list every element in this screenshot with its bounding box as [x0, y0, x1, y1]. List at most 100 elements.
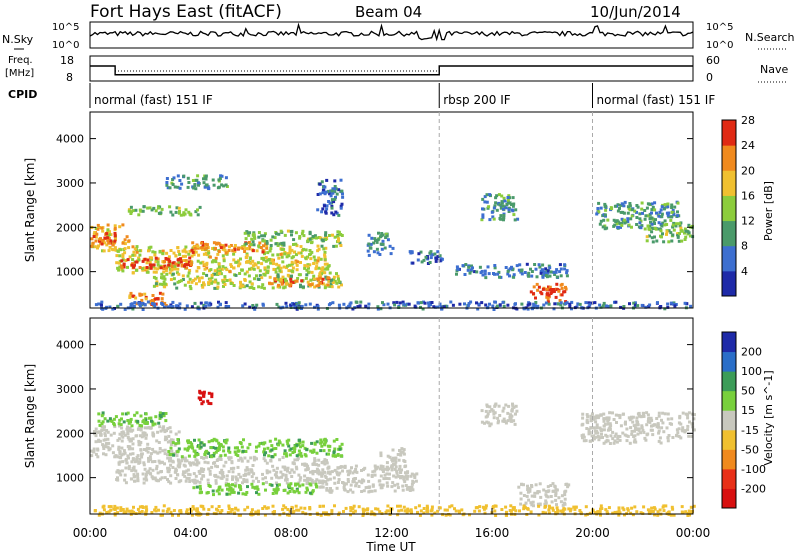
data-cell	[183, 474, 187, 478]
data-cell	[676, 210, 679, 214]
data-cell	[198, 444, 201, 448]
colorbar-segment	[722, 270, 736, 297]
data-cell	[106, 437, 110, 441]
data-cell	[313, 442, 317, 446]
data-cell	[450, 504, 454, 508]
data-cell	[107, 249, 111, 253]
data-cell	[208, 278, 212, 282]
freq-left-top: 18	[60, 54, 74, 67]
data-cell	[386, 454, 390, 458]
data-cell	[687, 411, 691, 415]
data-cell	[284, 452, 288, 456]
data-cell	[549, 484, 553, 487]
data-cell	[443, 508, 447, 512]
data-cell	[173, 470, 177, 474]
data-cell	[555, 268, 559, 272]
data-cell	[201, 470, 205, 473]
data-cell	[133, 253, 137, 257]
data-cell	[158, 414, 162, 417]
data-cell	[361, 507, 365, 511]
data-cell	[357, 505, 361, 509]
data-cell	[121, 460, 125, 464]
data-cell	[323, 462, 327, 466]
data-cell	[628, 208, 632, 212]
data-cell	[430, 505, 434, 509]
data-cell	[643, 436, 647, 440]
data-cell	[411, 261, 415, 265]
data-cell	[471, 266, 474, 270]
data-cell	[292, 238, 296, 242]
data-cell	[379, 235, 382, 239]
data-cell	[625, 427, 629, 431]
data-cell	[127, 509, 131, 513]
data-cell	[252, 287, 256, 290]
data-cell	[690, 422, 694, 426]
data-cell	[250, 282, 254, 286]
data-cell	[162, 267, 166, 271]
data-cell	[212, 493, 215, 497]
data-cell	[208, 484, 212, 488]
data-cell	[175, 271, 179, 275]
data-cell	[530, 485, 534, 489]
data-cell	[324, 190, 328, 194]
data-cell	[349, 488, 352, 492]
freq-left-label-1: Freq.	[8, 55, 33, 66]
data-cell	[661, 232, 664, 236]
data-cell	[177, 430, 181, 434]
data-cell	[563, 263, 567, 267]
data-cell	[612, 418, 616, 421]
data-cell	[653, 222, 656, 225]
data-cell	[670, 239, 674, 243]
data-cell	[246, 446, 250, 450]
data-cell	[170, 440, 174, 444]
data-cell	[205, 261, 209, 265]
data-cell	[146, 270, 150, 274]
data-cell	[216, 273, 219, 276]
data-cell	[403, 465, 407, 469]
data-cell	[332, 453, 336, 457]
data-cell	[307, 266, 310, 270]
data-cell	[217, 241, 221, 245]
data-cell	[271, 464, 275, 468]
data-cell	[163, 448, 167, 452]
data-cell	[527, 498, 531, 502]
data-cell	[419, 305, 422, 309]
data-cell	[393, 489, 397, 493]
data-cell	[360, 490, 364, 493]
data-cell	[546, 485, 550, 489]
data-cell	[619, 225, 622, 229]
data-cell	[256, 261, 260, 265]
data-cell	[111, 307, 115, 311]
data-cell	[123, 242, 127, 246]
data-cell	[194, 210, 198, 214]
data-cell	[185, 266, 189, 270]
data-cell	[233, 250, 237, 253]
data-cell	[391, 481, 395, 485]
data-cell	[409, 474, 413, 478]
data-cell	[169, 278, 173, 281]
data-cell	[640, 303, 644, 307]
data-cell	[102, 249, 106, 253]
data-cell	[241, 492, 245, 496]
data-cell	[229, 510, 233, 514]
data-cell	[613, 204, 617, 208]
data-cell	[403, 509, 407, 513]
data-cell	[312, 461, 316, 465]
data-cell	[310, 441, 314, 445]
data-cell	[686, 424, 690, 428]
data-cell	[200, 284, 204, 287]
data-cell	[504, 206, 508, 210]
data-cell	[238, 485, 242, 489]
data-cell	[158, 411, 162, 415]
data-cell	[343, 483, 346, 487]
data-cell	[327, 452, 330, 456]
data-cell	[281, 305, 285, 309]
data-cell	[323, 255, 327, 259]
data-cell	[386, 504, 390, 508]
data-cell	[473, 270, 477, 274]
data-cell	[581, 412, 585, 416]
data-cell	[120, 453, 124, 457]
data-cell	[107, 241, 111, 245]
data-cell	[382, 303, 386, 307]
data-cell	[622, 211, 626, 215]
